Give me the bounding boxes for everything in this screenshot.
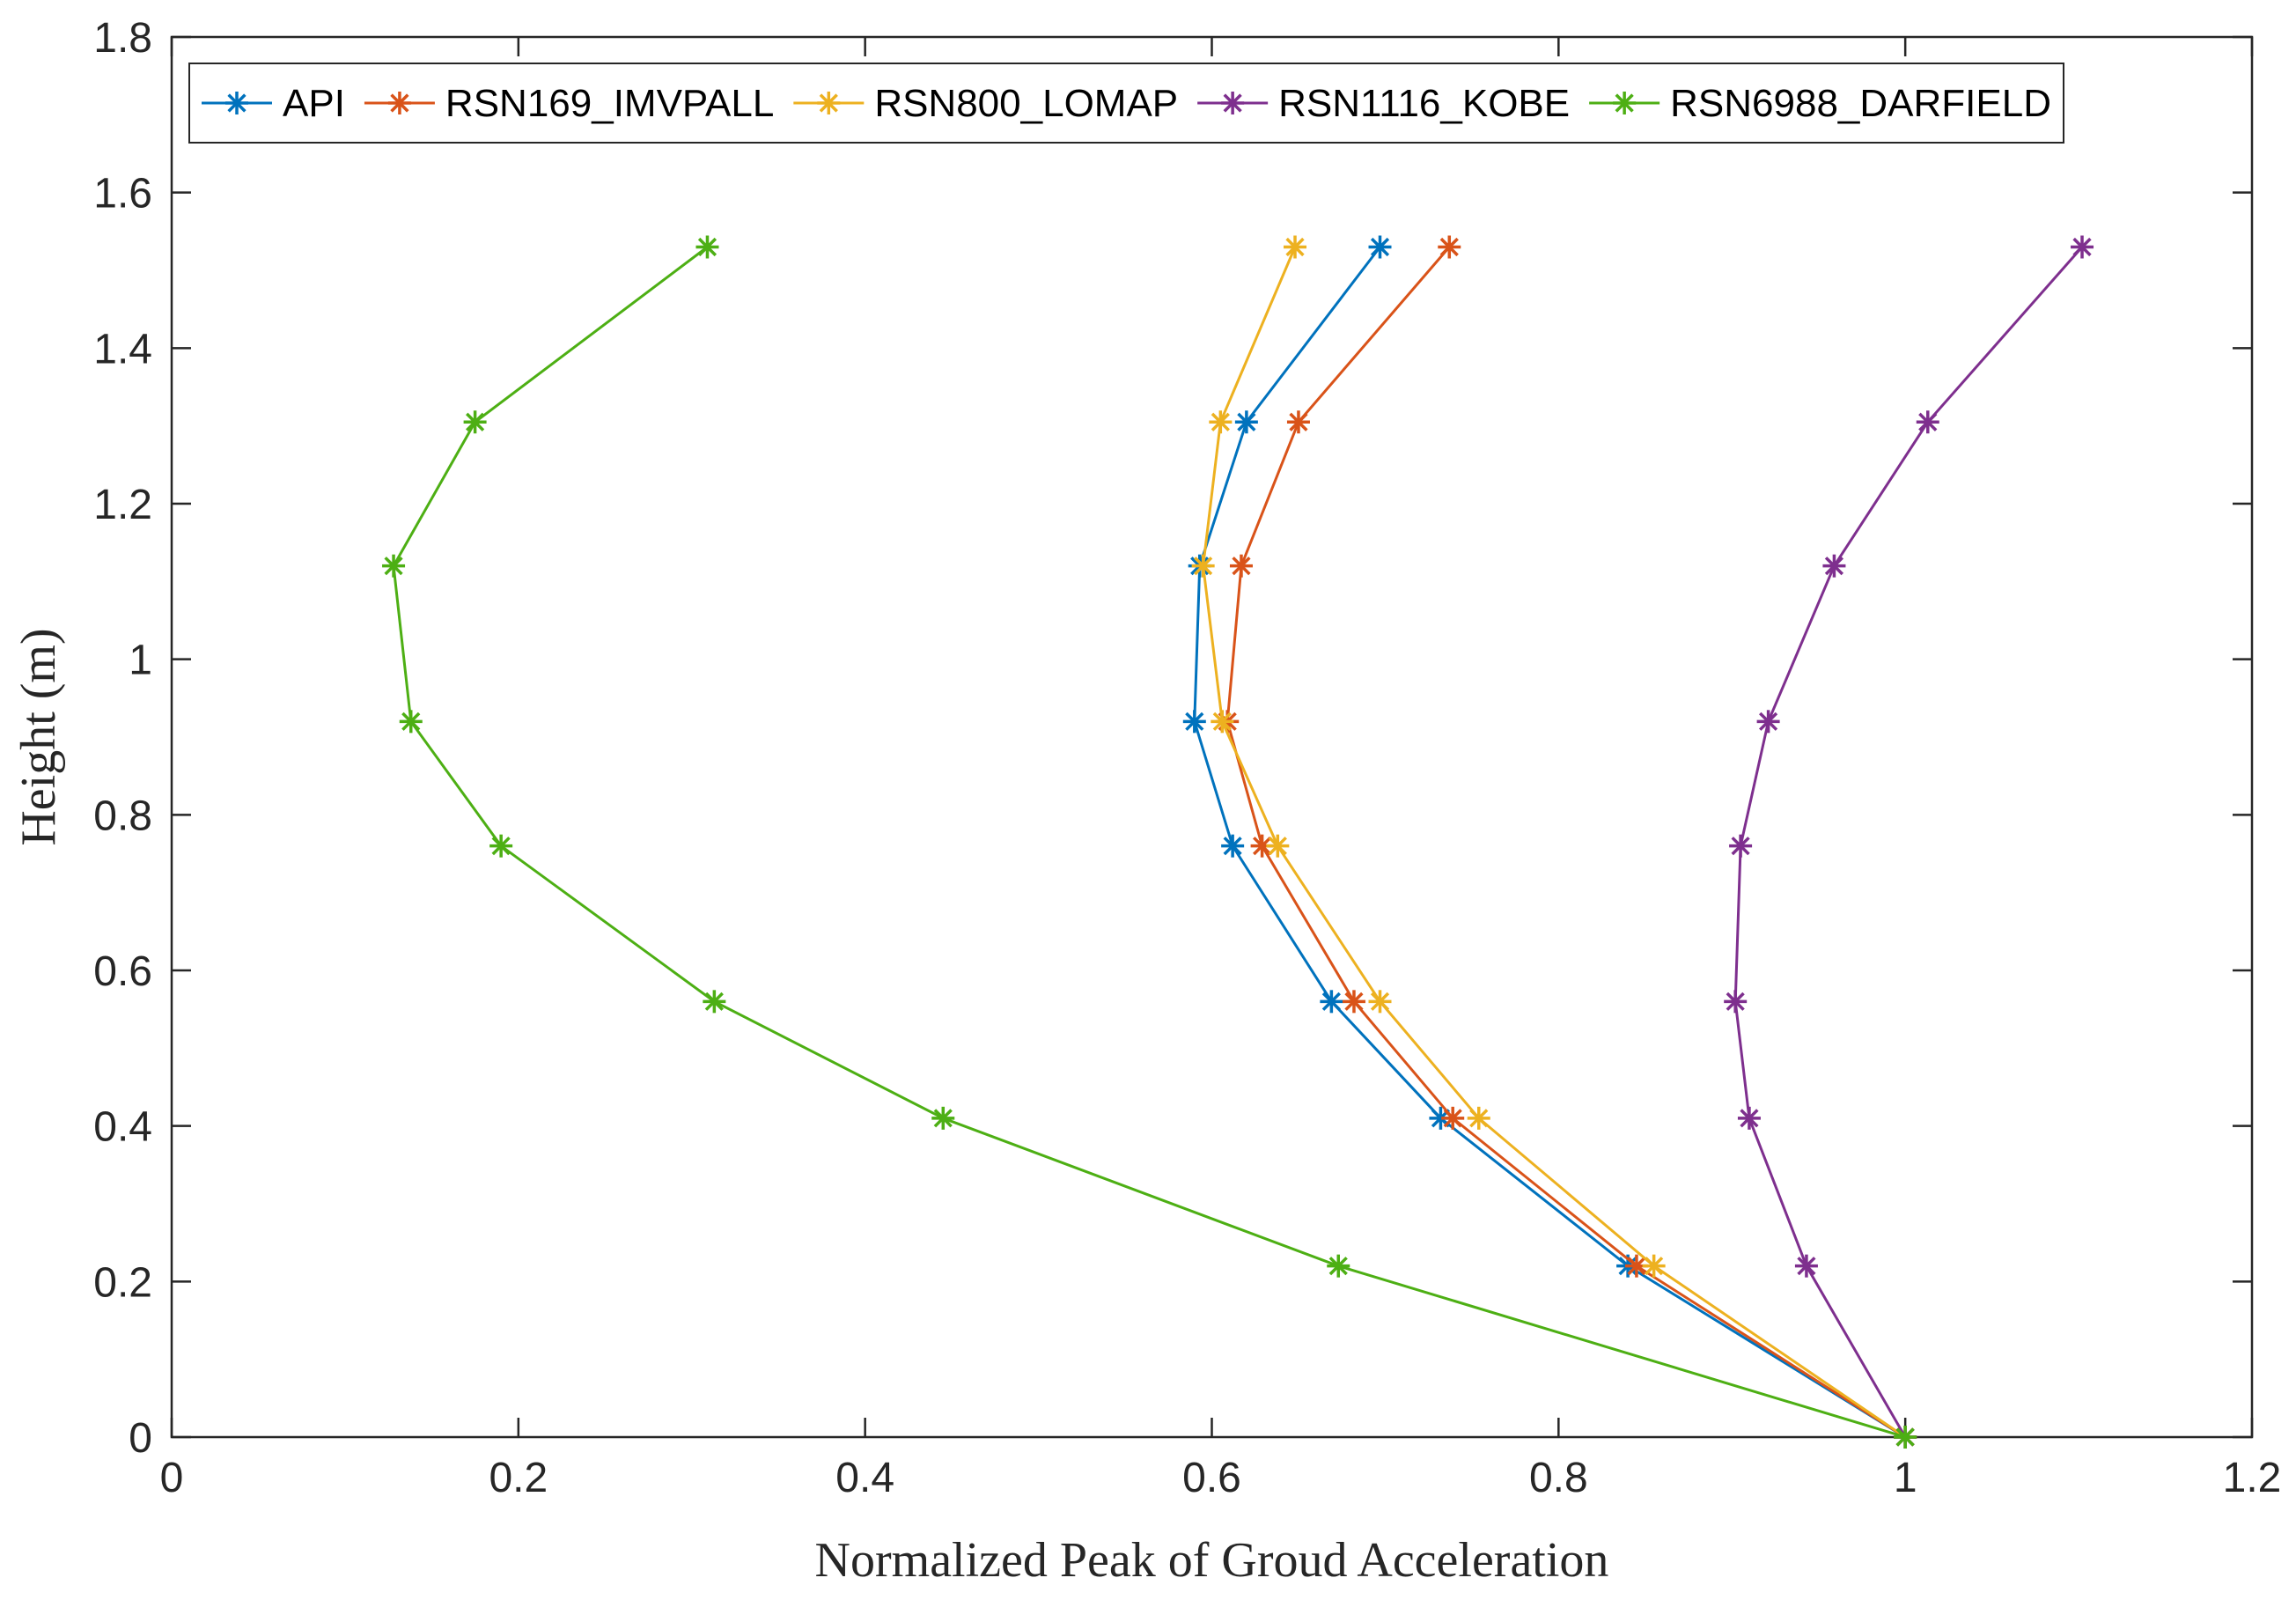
legend-item[interactable]: RSN6988_DARFIELD — [1589, 82, 2051, 125]
data-point — [1467, 1106, 1490, 1130]
data-point — [1724, 990, 1748, 1014]
data-point — [1209, 410, 1233, 434]
data-point — [1286, 410, 1310, 434]
data-point — [1234, 410, 1258, 434]
data-point — [2071, 235, 2094, 259]
data-point — [1756, 710, 1780, 734]
data-point — [1894, 1426, 1917, 1449]
series-group — [382, 235, 2094, 1449]
data-point — [1182, 710, 1206, 734]
y-tick-label: 0.8 — [93, 793, 152, 839]
y-tick-label: 0.4 — [93, 1104, 152, 1151]
y-tick-label: 0.6 — [93, 948, 152, 995]
y-tick-label: 1.6 — [93, 171, 152, 218]
y-tick-label: 1.2 — [93, 482, 152, 528]
data-point — [703, 990, 726, 1014]
data-point — [1368, 990, 1392, 1014]
data-point — [1737, 1106, 1761, 1130]
data-point — [1438, 235, 1461, 259]
data-point — [1441, 1106, 1465, 1130]
x-tick-label: 0 — [160, 1455, 184, 1501]
data-point — [1229, 554, 1253, 578]
tick-labels: 0 0.2 0.4 0.6 0.8 1 1.2 0 0.2 0.4 0.6 0.8 1 1.2 1.4 1.6… — [93, 15, 2281, 1501]
legend[interactable]: API RSN169_IMVPALL RSN800_LOMAP RSN1116_KOB… — [188, 63, 2064, 144]
x-tick-label: 0.2 — [489, 1455, 548, 1501]
y-tick-label: 0 — [129, 1415, 152, 1462]
data-point — [1822, 554, 1846, 578]
data-point — [1266, 834, 1290, 858]
data-point — [1191, 554, 1215, 578]
data-point — [695, 235, 719, 259]
data-point — [1342, 990, 1365, 1014]
series-RSN1116_KOBE — [1724, 235, 2094, 1449]
data-point — [1327, 1254, 1350, 1278]
y-tick-label: 1.8 — [93, 15, 152, 62]
data-point — [1794, 1254, 1818, 1278]
x-tick-label: 0.4 — [835, 1455, 894, 1501]
legend-item[interactable]: RSN169_IMVPALL — [364, 82, 774, 125]
legend-swatch-marker — [1613, 92, 1637, 114]
x-tick-label: 0.6 — [1182, 1455, 1241, 1501]
legend-label: RSN6988_DARFIELD — [1670, 82, 2051, 125]
legend-items: API RSN169_IMVPALL RSN800_LOMAP RSN1116_KOB… — [202, 82, 2051, 125]
legend-label: RSN1116_KOBE — [1278, 82, 1570, 125]
x-tick-label: 0.8 — [1529, 1455, 1588, 1501]
data-point — [1642, 1254, 1666, 1278]
x-tick-label: 1.2 — [2223, 1455, 2282, 1501]
plot-area — [170, 35, 2254, 1449]
legend-box — [188, 63, 2064, 144]
legend-label: API — [283, 82, 345, 125]
y-tick-label: 0.2 — [93, 1259, 152, 1306]
series-RSN6988_DARFIELD — [382, 235, 1917, 1449]
data-point — [399, 710, 423, 734]
legend-item[interactable]: API — [202, 82, 345, 125]
legend-item[interactable]: RSN1116_KOBE — [1197, 82, 1570, 125]
data-point — [1284, 235, 1307, 259]
legend-swatch-marker — [225, 92, 248, 114]
data-point — [1211, 710, 1234, 734]
series-RSN169_IMVPALL — [1216, 235, 1917, 1449]
y-tick-label: 1 — [129, 638, 152, 684]
data-point — [463, 410, 487, 434]
legend-swatch-marker — [387, 92, 411, 114]
data-point — [489, 834, 513, 858]
legend-label: RSN169_IMVPALL — [445, 82, 774, 125]
data-point — [382, 554, 406, 578]
legend-label: RSN800_LOMAP — [874, 82, 1178, 125]
data-point — [1916, 410, 1939, 434]
y-axis-label: Height (m) — [11, 628, 66, 845]
legend-item[interactable]: RSN800_LOMAP — [793, 82, 1178, 125]
legend-swatch-marker — [1221, 92, 1245, 114]
x-tick-label: 1 — [1894, 1455, 1917, 1501]
axes-box — [170, 35, 2254, 1439]
y-tick-label: 1.4 — [93, 326, 152, 372]
data-point — [1221, 834, 1245, 858]
data-point — [1320, 990, 1343, 1014]
legend-swatch-marker — [817, 92, 841, 114]
data-point — [931, 1106, 955, 1130]
data-point — [1368, 235, 1392, 259]
series-RSN800_LOMAP — [1191, 235, 1917, 1449]
x-axis-label: Normalized Peak of Groud Acceleration — [815, 1533, 1609, 1588]
data-point — [1729, 834, 1753, 858]
